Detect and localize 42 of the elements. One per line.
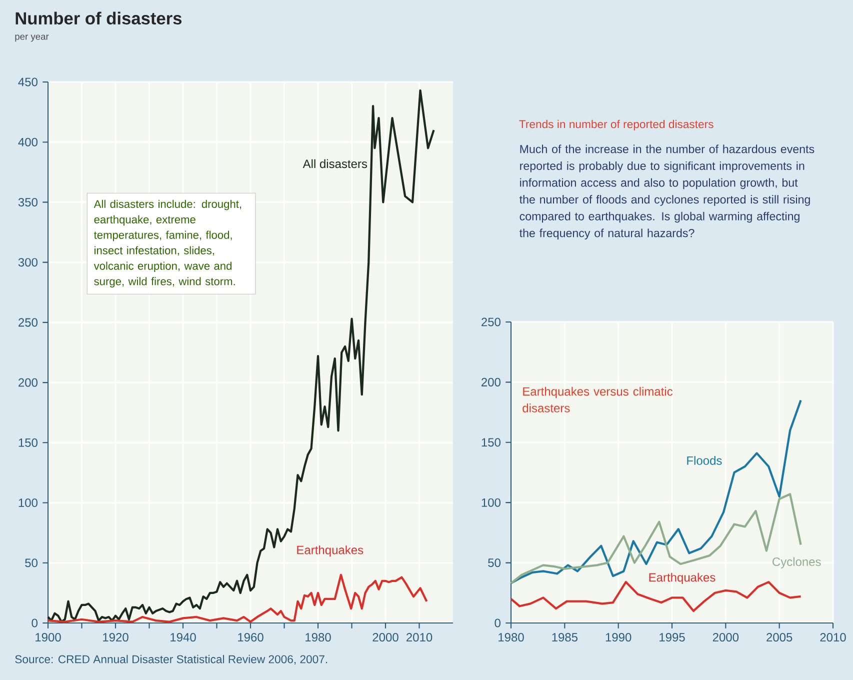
x-tick-label: 1960 xyxy=(238,633,264,642)
y-tick-label: 150 xyxy=(482,438,500,447)
chart-subtitle: per year xyxy=(15,34,49,42)
annotation: All disasters include: drought, earthquake, extreme temperatures, famine, flood, insect infestation, slides, volcanic eruption, wave and surge, wild fires, wind storm. xyxy=(94,200,242,288)
text: Trends in number of reported disasters xyxy=(519,120,714,130)
series-label: Cyclones xyxy=(772,557,821,568)
x-tick-label: 1980 xyxy=(498,633,524,642)
y-tick-label: 400 xyxy=(18,138,38,146)
x-tick-label: 2000 xyxy=(712,633,739,642)
x-tick-label: 2005 xyxy=(766,633,792,642)
x-tick-label: 1900 xyxy=(36,633,61,642)
y-tick-label: 0 xyxy=(32,618,38,628)
x-tick-label: 2010 xyxy=(820,633,846,642)
series-label: Floods xyxy=(687,456,722,465)
y-tick-label: 200 xyxy=(18,378,38,387)
x-tick-label: 1985 xyxy=(552,633,578,642)
series-label: Earthquakes xyxy=(649,572,716,584)
text: Earthquakes xyxy=(297,545,364,557)
x-tick-label: 1990 xyxy=(606,633,632,642)
y-tick-label: 200 xyxy=(482,378,500,386)
y-tick-label: 250 xyxy=(18,318,38,327)
series-label: All disasters xyxy=(302,159,368,168)
x-tick-label: 1940 xyxy=(170,633,196,642)
y-tick-label: 50 xyxy=(25,558,38,568)
y-tick-label: 450 xyxy=(18,78,38,86)
text: Earthquakes versus climatic disasters xyxy=(522,386,673,412)
x-tick-label: 2000 xyxy=(372,633,398,642)
chart-title: Number of disasters xyxy=(16,12,182,25)
y-tick-label: 350 xyxy=(18,198,38,206)
x-tick-label: 1920 xyxy=(103,633,128,642)
x-tick-label: 2010 xyxy=(406,633,432,642)
y-tick-label: 100 xyxy=(482,498,500,507)
y-tick-label: 150 xyxy=(18,438,38,447)
y-tick-label: 0 xyxy=(494,618,500,628)
x-tick-label: 1995 xyxy=(660,633,685,642)
y-tick-label: 250 xyxy=(482,318,500,326)
x-tick-label: 1980 xyxy=(306,633,331,642)
y-tick-label: 50 xyxy=(488,558,500,568)
y-tick-label: 100 xyxy=(18,498,38,508)
text: Much of the increase in the number of hazardous events reported is probably due to significant improvements in information access and also to population growth, but the number of floods and cyclones reported is still rising compared to earthquakes. Is global warming affecting the frequency of natural hazards? xyxy=(519,144,814,240)
y-tick-label: 300 xyxy=(18,258,38,267)
source-note: Source: CRED Annual Disaster Statistical Review 2006, 2007. xyxy=(15,654,328,665)
